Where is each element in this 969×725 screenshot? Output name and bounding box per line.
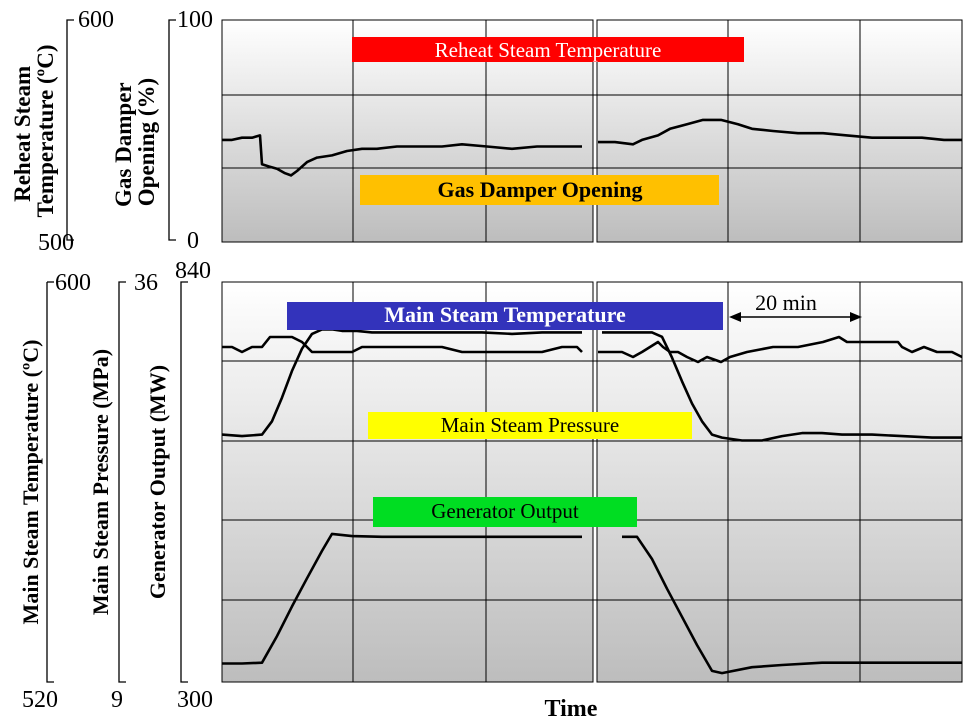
series-line-main-steam-temperature-left: [222, 335, 583, 354]
lower-axis-main-pressure-min: 9: [111, 687, 123, 713]
lower-series-lines: [221, 328, 963, 675]
legend-main-temp-box: [287, 302, 723, 330]
duration-arrow-right-head: [850, 312, 862, 322]
upper-axis-reheat-temp-max: 600: [78, 7, 114, 33]
legend-gas-damper-box: [360, 175, 719, 205]
lower-axis-generator-output-max: 840: [175, 258, 211, 284]
series-line-gas-damper-opening-left: [222, 134, 582, 177]
upper-series-lines: [222, 118, 962, 177]
legend-gas-damper: Gas Damper Opening: [360, 175, 719, 205]
series-line-gas-damper-opening-right: [598, 118, 962, 146]
lower-axis-generator-output: 840 300 Generator Output (MW): [145, 258, 213, 713]
series-line-generator-output-left: [222, 532, 582, 665]
lower-axis-generator-output-bracket: [180, 281, 188, 683]
legend-gas-damper-text: Gas Damper Opening: [438, 177, 643, 202]
series-line-main-steam-temperature-right: [598, 335, 963, 364]
upper-axis-gas-damper-min: 0: [187, 228, 199, 254]
upper-axis-reheat-temp-label: Reheat Steam Temperature (ºC): [10, 44, 58, 217]
lower-axis-main-pressure: 36 9 Main Steam Pressure (MPa): [88, 270, 158, 713]
upper-axis-reheat-temp-label-line2: Temperature (ºC): [33, 44, 58, 217]
series-line-main-steam-pressure-right: [602, 331, 962, 442]
lower-plot-right-background: [596, 281, 963, 683]
legend-main-pressure-text: Main Steam Pressure: [441, 413, 619, 437]
upper-axis-gas-damper-max: 100: [177, 7, 213, 33]
lower-plot-left-background: [221, 281, 594, 683]
lower-axis-generator-output-min: 300: [177, 687, 213, 713]
lower-axis-main-pressure-max: 36: [134, 270, 158, 296]
legend-main-temp: Main Steam Temperature: [287, 302, 723, 330]
duration-arrow-left-head: [729, 312, 741, 322]
lower-axis-main-temp: 600 520 Main Steam Temperature (ºC): [18, 270, 91, 713]
lower-axis-main-temp-bracket: [46, 282, 54, 683]
legend-main-pressure: Main Steam Pressure: [368, 412, 692, 439]
upper-panel: [221, 19, 963, 243]
duration-annotation-text: 20 min: [755, 290, 817, 315]
upper-axis-reheat-temp-label-line1: Reheat Steam: [10, 66, 35, 202]
x-axis-label: Time: [545, 696, 598, 722]
lower-axis-main-pressure-bracket: [118, 281, 126, 683]
legend-reheat-temp-box: [352, 37, 744, 62]
legend-generator-output-box: [373, 497, 637, 527]
upper-axis-gas-damper-label: Gas Damper Opening (%): [111, 77, 159, 207]
lower-axis-generator-output-label: Generator Output (MW): [145, 365, 170, 599]
lower-axis-main-temp-min: 520: [22, 687, 58, 713]
legend-generator-output-text: Generator Output: [431, 499, 579, 523]
duration-annotation: 20 min: [729, 290, 862, 322]
upper-axis-gas-damper-label-line2: Opening (%): [134, 78, 159, 206]
upper-axis-gas-damper-bracket: [168, 19, 176, 241]
lower-axis-main-pressure-label: Main Steam Pressure (MPa): [88, 349, 113, 615]
legend-generator-output: Generator Output: [373, 497, 637, 527]
series-line-main-steam-pressure-left: [221, 328, 582, 438]
upper-axis-gas-damper-label-line1: Gas Damper: [111, 83, 136, 207]
lower-axis-main-temp-label: Main Steam Temperature (ºC): [18, 340, 43, 625]
legend-main-temp-text: Main Steam Temperature: [384, 302, 626, 327]
legend-main-pressure-box: [368, 412, 692, 439]
series-line-generator-output-right: [622, 535, 962, 675]
lower-axis-main-temp-max: 600: [55, 270, 91, 296]
upper-axis-gas-damper: 100 0 Gas Damper Opening (%): [111, 7, 213, 254]
upper-axis-reheat-temp-min: 500: [38, 230, 74, 256]
upper-axis-reheat-temp: 600 500 Reheat Steam Temperature (ºC): [10, 7, 114, 256]
legend-reheat-temp-text: Reheat Steam Temperature: [435, 38, 662, 62]
legend-reheat-temp: Reheat Steam Temperature: [352, 37, 744, 62]
upper-axis-reheat-temp-bracket: [66, 19, 74, 241]
lower-panel: [221, 281, 963, 683]
